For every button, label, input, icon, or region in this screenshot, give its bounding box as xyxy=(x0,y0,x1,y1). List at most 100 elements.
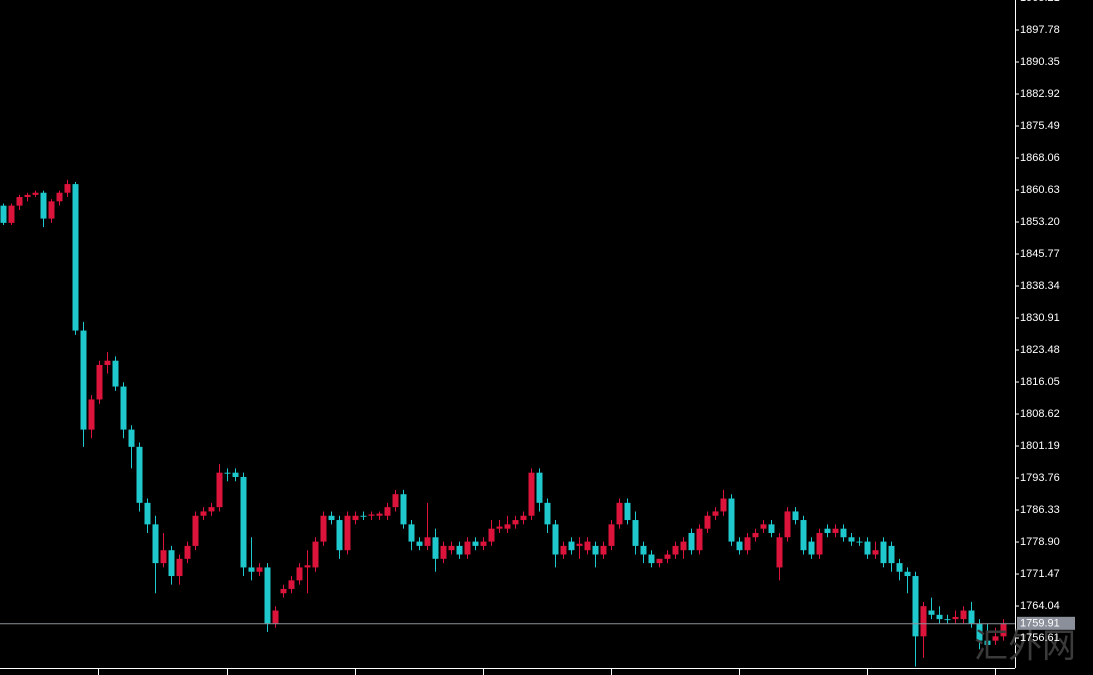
candle-body xyxy=(304,565,311,568)
candle-body xyxy=(992,636,999,641)
candle-body xyxy=(360,515,367,517)
candle-body xyxy=(64,184,71,193)
y-tick-label: 1764.04 xyxy=(1020,600,1060,612)
candle-body xyxy=(744,537,751,551)
candle-body xyxy=(256,567,263,572)
candle-body xyxy=(688,532,695,551)
candle-body xyxy=(648,554,655,564)
candle-body xyxy=(672,545,679,555)
candle-body xyxy=(544,502,551,525)
candle-body xyxy=(776,537,783,568)
candle-body xyxy=(888,545,895,564)
y-tick-label: 1882.92 xyxy=(1020,88,1060,100)
candle-body xyxy=(248,567,255,572)
candle-body xyxy=(904,571,911,577)
candle-body xyxy=(120,386,127,430)
candle-body xyxy=(0,205,7,223)
candle-body xyxy=(592,545,599,555)
last-price-box xyxy=(1017,616,1075,630)
candle-body xyxy=(312,541,319,568)
candle-body xyxy=(368,514,375,516)
candle-body xyxy=(168,550,175,577)
candle-body xyxy=(576,543,583,546)
candle-body xyxy=(496,526,503,529)
candle-body xyxy=(232,472,239,477)
candle-body xyxy=(632,520,639,546)
candle-body xyxy=(424,537,431,546)
candle-body xyxy=(288,580,295,589)
candle-body xyxy=(728,498,735,542)
candle-body xyxy=(984,640,991,645)
y-tick-label: 1838.34 xyxy=(1020,280,1060,292)
candle-body xyxy=(392,494,399,508)
candle-body xyxy=(184,545,191,559)
candle-body xyxy=(696,528,703,551)
y-tick-label: 1860.63 xyxy=(1020,184,1060,196)
candle-body xyxy=(840,528,847,538)
candle-body xyxy=(752,532,759,538)
candle-body xyxy=(216,472,223,508)
y-tick-label: 1875.49 xyxy=(1020,120,1060,132)
candle-body xyxy=(24,194,31,198)
candle-body xyxy=(872,550,879,555)
candle-body xyxy=(880,541,887,564)
candle-body xyxy=(712,511,719,516)
candle-body xyxy=(280,588,287,594)
candle-body xyxy=(128,429,135,447)
candle-body xyxy=(680,541,687,551)
candle-body xyxy=(816,532,823,555)
candle-body xyxy=(896,563,903,572)
candle-body xyxy=(976,623,983,641)
candle-body xyxy=(664,554,671,559)
candle-body xyxy=(608,524,615,546)
candle-body xyxy=(328,515,335,521)
candle-body xyxy=(936,614,943,620)
candle-body xyxy=(160,550,167,564)
candle-body xyxy=(40,192,47,219)
y-tick-label: 1845.77 xyxy=(1020,248,1060,260)
candle-body xyxy=(80,330,87,430)
y-tick-label: 1897.78 xyxy=(1020,24,1060,36)
y-tick-label: 1816.05 xyxy=(1020,376,1060,388)
candle-body xyxy=(208,507,215,512)
candle-body xyxy=(264,567,271,624)
candle-body xyxy=(440,545,447,559)
candle-body xyxy=(8,205,15,223)
candle-body xyxy=(320,515,327,542)
candle-body xyxy=(176,558,183,577)
candle-body xyxy=(432,537,439,559)
candle-body xyxy=(136,446,143,503)
candle-body xyxy=(152,524,159,564)
y-tick-label: 1830.91 xyxy=(1020,312,1060,324)
y-tick-label: 1771.47 xyxy=(1020,568,1060,580)
candle-body xyxy=(824,528,831,533)
candle-body xyxy=(336,520,343,551)
y-tick-label: 1786.33 xyxy=(1020,504,1060,516)
candle-body xyxy=(480,541,487,546)
candle-body xyxy=(920,606,927,637)
candle-body xyxy=(736,541,743,551)
y-tick-label: 1890.35 xyxy=(1020,56,1060,68)
candle-body xyxy=(768,524,775,533)
candle-body xyxy=(32,192,39,195)
watermark: 汇外网 xyxy=(974,627,1076,667)
candle-body xyxy=(384,507,391,516)
y-tick-label: 1793.76 xyxy=(1020,472,1060,484)
y-tick-label: 1808.62 xyxy=(1020,408,1060,420)
last-price-label: 1759.91 xyxy=(1020,618,1060,630)
time-ticks xyxy=(98,668,996,675)
candle-body xyxy=(504,524,511,529)
candle-body xyxy=(48,201,55,219)
candle-body xyxy=(832,528,839,533)
candle-body xyxy=(200,511,207,516)
y-tick-label: 1853.20 xyxy=(1020,216,1060,228)
candle-body xyxy=(848,537,855,542)
candle-body xyxy=(296,567,303,581)
candle-body xyxy=(376,513,383,516)
candle-body xyxy=(528,472,535,516)
candle-body xyxy=(464,541,471,555)
candle-body xyxy=(968,610,975,624)
y-tick-label: 1778.90 xyxy=(1020,536,1060,548)
candle-body xyxy=(568,541,575,551)
y-tick-label: 1905.21 xyxy=(1020,0,1060,4)
